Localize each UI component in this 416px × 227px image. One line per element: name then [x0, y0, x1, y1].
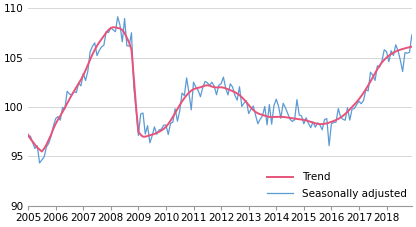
- Legend: Trend, Seasonally adjusted: Trend, Seasonally adjusted: [267, 173, 406, 199]
